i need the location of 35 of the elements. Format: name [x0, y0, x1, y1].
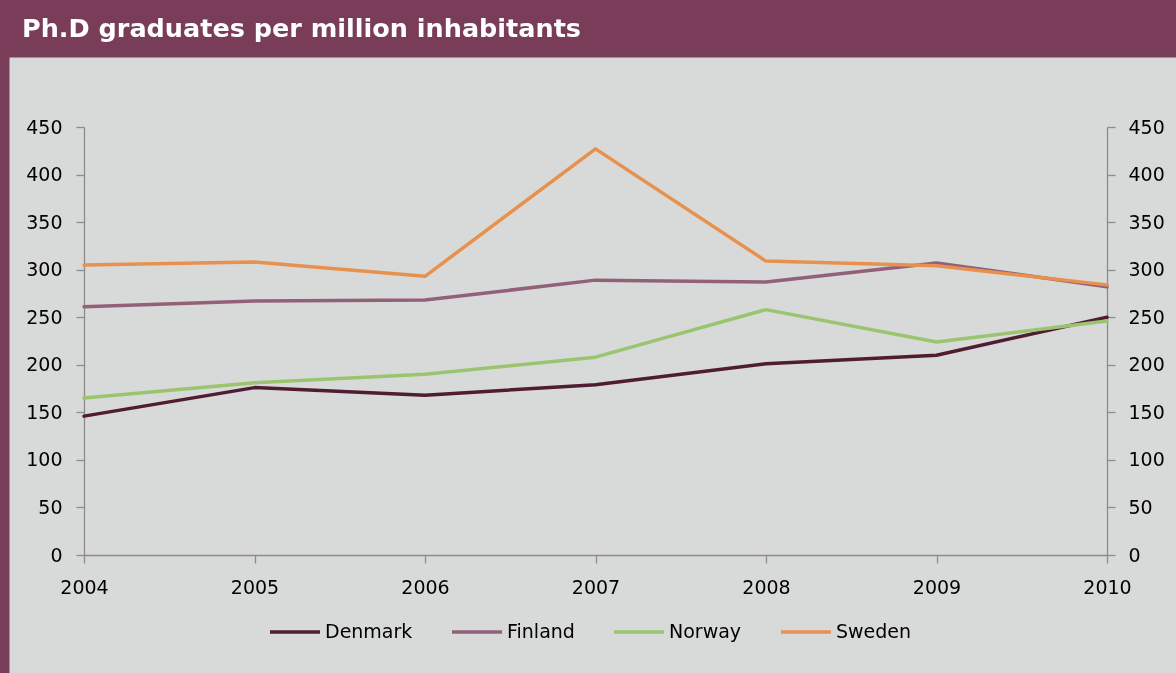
legend-label: Sweden — [836, 620, 912, 642]
line-series — [82, 307, 1109, 400]
y-tick-label: 300 — [26, 258, 63, 281]
x-tick-label: 2007 — [571, 575, 621, 598]
x-tick-label: 2004 — [60, 575, 109, 598]
y2-tick-label: 300 — [1128, 258, 1165, 281]
legend-label: Norway — [669, 620, 742, 642]
y2-tick-label: 0 — [1128, 543, 1141, 566]
y2-tick-label: 250 — [1128, 305, 1165, 328]
y2-tick-label: 400 — [1128, 163, 1165, 186]
y-tick-label: 450 — [26, 115, 63, 138]
legend-label: Denmark — [325, 620, 413, 642]
y-tick-label: 400 — [26, 163, 63, 186]
y-tick-label: 200 — [26, 353, 63, 376]
y2-tick-label: 50 — [1128, 495, 1153, 518]
y-tick-label: 350 — [26, 210, 63, 233]
x-tick-label: 2005 — [230, 575, 280, 598]
x-tick-label: 2008 — [742, 575, 791, 598]
line-series — [82, 147, 1109, 287]
x-tick-label: 2010 — [1083, 575, 1132, 598]
chart-title: Ph.D graduates per million inhabitants — [22, 12, 582, 43]
x-tick-label: 2006 — [401, 575, 450, 598]
y-tick-label: 100 — [26, 448, 63, 471]
y-tick-label: 0 — [50, 543, 63, 566]
y-tick-label: 50 — [38, 495, 63, 518]
line-series — [82, 315, 1109, 418]
y-tick-label: 250 — [26, 305, 63, 328]
y-tick-label: 150 — [26, 400, 63, 423]
x-tick-label: 2009 — [912, 575, 962, 598]
legend-label: Finland — [507, 620, 575, 642]
y2-tick-label: 450 — [1128, 115, 1165, 138]
y2-tick-label: 100 — [1128, 448, 1165, 471]
y2-tick-label: 200 — [1128, 353, 1165, 376]
y2-tick-label: 350 — [1128, 210, 1165, 233]
y2-tick-label: 150 — [1128, 400, 1165, 423]
